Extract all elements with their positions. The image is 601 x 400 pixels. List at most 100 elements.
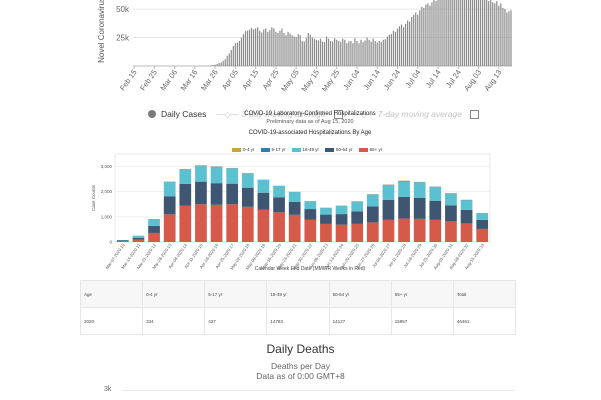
daily-case-bar (459, 0, 461, 67)
x-tick-label: May 25 (320, 68, 341, 93)
daily-case-bar (508, 11, 510, 67)
daily-case-bar (461, 0, 463, 66)
hospitalization-bar-segment (445, 221, 457, 242)
daily-case-bar (411, 17, 413, 66)
daily-case-bar (330, 40, 332, 66)
daily-case-bar (465, 0, 468, 67)
daily-case-bar (490, 0, 492, 66)
hospitalization-bar-segment (116, 239, 129, 241)
daily-case-bar (325, 36, 328, 66)
swatch-icon (291, 147, 301, 152)
table-header-cell: 0-4 yr (142, 280, 206, 308)
daily-case-bar (400, 24, 403, 66)
daily-case-bar (500, 3, 502, 66)
hospitalization-bar-segment (210, 167, 223, 184)
x-tick-label: Apr 15 (240, 68, 260, 91)
daily-case-bar (319, 38, 322, 66)
daily-case-bar (494, 3, 496, 66)
daily-case-bar (234, 43, 236, 66)
daily-case-bar (352, 43, 354, 66)
daily-case-bar (388, 34, 390, 66)
x-tick-label: Mar-07-2020 10 (104, 242, 126, 270)
table-cell: 14793 (266, 307, 330, 335)
hospitalization-bar-segment (320, 214, 332, 224)
hospitalization-bar-segment (335, 224, 348, 242)
hospitalization-bar-segment (116, 240, 129, 241)
hospitalization-bar-segment (351, 201, 364, 212)
hospitalization-bar-segment (288, 214, 301, 242)
daily-case-bar (216, 64, 218, 66)
hospitalization-bar-segment (179, 183, 192, 206)
table-cell: 427 (204, 307, 268, 335)
daily-case-bar (386, 36, 388, 66)
y-tick-label: 1,000 (101, 214, 113, 219)
daily-case-bar (413, 14, 415, 66)
hospitalization-bar-segment (257, 209, 270, 242)
daily-case-bar (504, 9, 506, 66)
hospitalization-bar-segment (273, 186, 285, 198)
daily-case-bar (344, 39, 346, 66)
daily-case-bar (431, 2, 433, 66)
legend-3-day-average[interactable]: —◇— 3-day moving average (216, 109, 343, 119)
daily-case-bar (261, 32, 263, 66)
daily-case-bar (218, 63, 220, 66)
legend-7-day-average[interactable]: —◇— 7-day moving average (353, 109, 479, 119)
daily-case-bar (506, 12, 508, 67)
daily-case-bar (252, 29, 255, 66)
age-legend: 0-4 yr 5-17 yr 18-49 yr 50-64 yr 65+ yr (232, 147, 388, 152)
daily-case-bar (354, 38, 356, 66)
hospitalization-bar-segment (304, 201, 317, 210)
daily-case-bar (364, 40, 366, 66)
age-legend-item[interactable]: 18-49 yr (291, 147, 320, 152)
hospitalization-bar-segment (460, 209, 473, 224)
line-marker-icon: —◇— (216, 109, 239, 119)
hospitalization-bar-segment (132, 239, 145, 242)
x-tick-label: Mar-14-2020 11 (120, 242, 141, 270)
daily-case-bar (394, 31, 397, 67)
daily-case-bar (409, 21, 411, 67)
plot-area-frame (114, 153, 491, 243)
daily-case-bar (510, 10, 512, 66)
legend-daily-cases[interactable]: Daily Cases (148, 109, 206, 119)
age-legend-item[interactable]: 0-4 yr (232, 147, 255, 152)
y-tick-label: 3,000 (101, 164, 113, 169)
legend-7-day-checkbox[interactable] (469, 109, 479, 119)
daily-case-bar (439, 0, 441, 67)
age-legend-label: 18-49 yr (302, 147, 320, 152)
hospitalization-bar-segment (382, 219, 395, 242)
hospitalization-bar-segment (163, 196, 176, 215)
daily-case-bar (255, 28, 257, 66)
age-legend-item[interactable]: 50-64 yr (325, 147, 353, 152)
daily-case-bar (317, 40, 320, 66)
daily-case-bar (415, 12, 417, 67)
x-tick-label: Feb 25 (138, 68, 159, 92)
hospitalization-bar-segment (226, 204, 239, 242)
y-tick-label: 0 (109, 240, 112, 245)
legend-3-day-checkbox[interactable] (333, 109, 343, 119)
daily-case-bar (301, 40, 303, 66)
hospitalization-bar-segment (460, 223, 473, 242)
daily-case-bar (244, 31, 247, 67)
age-legend-item[interactable]: 5-17 yr (260, 147, 286, 152)
age-legend-item[interactable]: 65+ yr (358, 147, 383, 152)
daily-case-bar (240, 37, 243, 66)
hospitalization-bar-segment (288, 201, 301, 215)
swatch-icon (358, 147, 368, 152)
hospitalization-bar-segment (429, 200, 442, 220)
daily-case-bar (327, 38, 330, 66)
swatch-icon (232, 147, 241, 152)
daily-case-bar (212, 64, 214, 66)
hospitalization-bar-segment (445, 205, 457, 222)
table-header-cell: 65+ yr (390, 280, 454, 308)
deaths-per-day-label: Deaths per Day (270, 361, 331, 371)
hospitalization-bar-segment (413, 182, 426, 198)
daily-case-bar (285, 35, 287, 66)
age-legend-label: 65+ yr (369, 147, 383, 152)
table-cell: 334 (142, 307, 206, 335)
x-tick-label: Jul-18-2020 29 (402, 242, 423, 268)
x-tick-label: Jul 04 (404, 68, 423, 90)
x-tick-label: Jun 04 (341, 68, 361, 92)
daily-case-bar (392, 30, 395, 66)
deaths-data-as-of-label: Data as of 0:00 GMT+8 (256, 371, 345, 381)
x-tick-label: Aug 13 (482, 68, 503, 93)
